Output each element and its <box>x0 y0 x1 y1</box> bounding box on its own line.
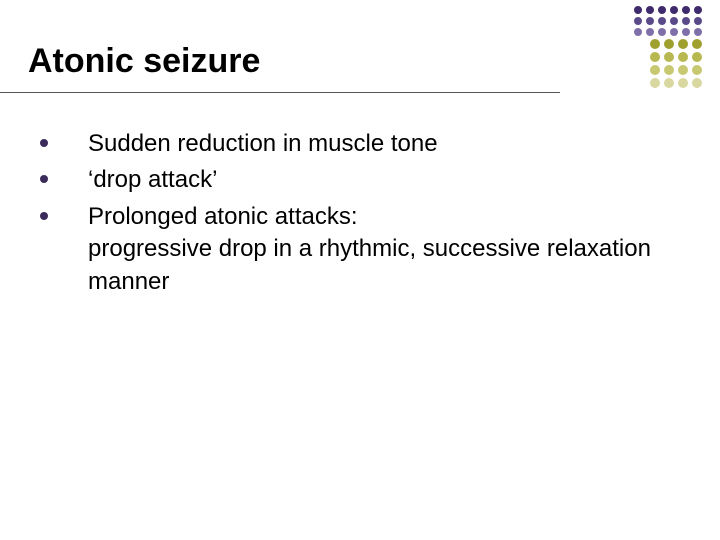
bullet-text: ‘drop attack’ <box>88 164 217 196</box>
decorative-dot <box>634 6 642 14</box>
decorative-dot-grid <box>634 6 702 91</box>
decorative-dot <box>646 17 654 25</box>
decorative-dot <box>670 17 678 25</box>
bullet-list: Sudden reduction in muscle tone ‘drop at… <box>40 128 660 302</box>
decorative-dot <box>678 78 688 88</box>
list-item: Prolonged atonic attacks: progressive dr… <box>40 201 660 298</box>
decorative-dot <box>664 78 674 88</box>
decorative-dot <box>670 28 678 36</box>
decorative-dot <box>650 39 660 49</box>
decorative-dot <box>634 28 642 36</box>
decorative-dot <box>682 17 690 25</box>
bullet-icon <box>40 175 48 183</box>
decorative-dot <box>692 65 702 75</box>
decorative-dot <box>646 28 654 36</box>
decorative-dot <box>634 17 642 25</box>
list-item: ‘drop attack’ <box>40 164 660 196</box>
decorative-dot <box>692 39 702 49</box>
bullet-text: Sudden reduction in muscle tone <box>88 128 438 160</box>
bullet-text: Prolonged atonic attacks: progressive dr… <box>88 201 660 298</box>
decorative-dot <box>650 52 660 62</box>
decorative-dot <box>692 52 702 62</box>
decorative-dot <box>650 78 660 88</box>
decorative-dot <box>658 28 666 36</box>
decorative-dot <box>692 78 702 88</box>
decorative-dot <box>664 39 674 49</box>
decorative-dot <box>678 65 688 75</box>
decorative-dot <box>646 6 654 14</box>
decorative-dot <box>682 6 690 14</box>
bullet-icon <box>40 212 48 220</box>
decorative-dot <box>678 39 688 49</box>
decorative-dot <box>682 28 690 36</box>
decorative-dot <box>650 65 660 75</box>
decorative-dot <box>664 65 674 75</box>
decorative-dot <box>678 52 688 62</box>
decorative-dot <box>694 28 702 36</box>
decorative-dot <box>664 52 674 62</box>
decorative-dot <box>658 17 666 25</box>
bullet-icon <box>40 139 48 147</box>
title-underline <box>0 92 560 93</box>
list-item: Sudden reduction in muscle tone <box>40 128 660 160</box>
decorative-dot <box>694 6 702 14</box>
decorative-dot <box>694 17 702 25</box>
decorative-dot <box>658 6 666 14</box>
slide-title: Atonic seizure <box>28 42 260 81</box>
decorative-dot <box>670 6 678 14</box>
